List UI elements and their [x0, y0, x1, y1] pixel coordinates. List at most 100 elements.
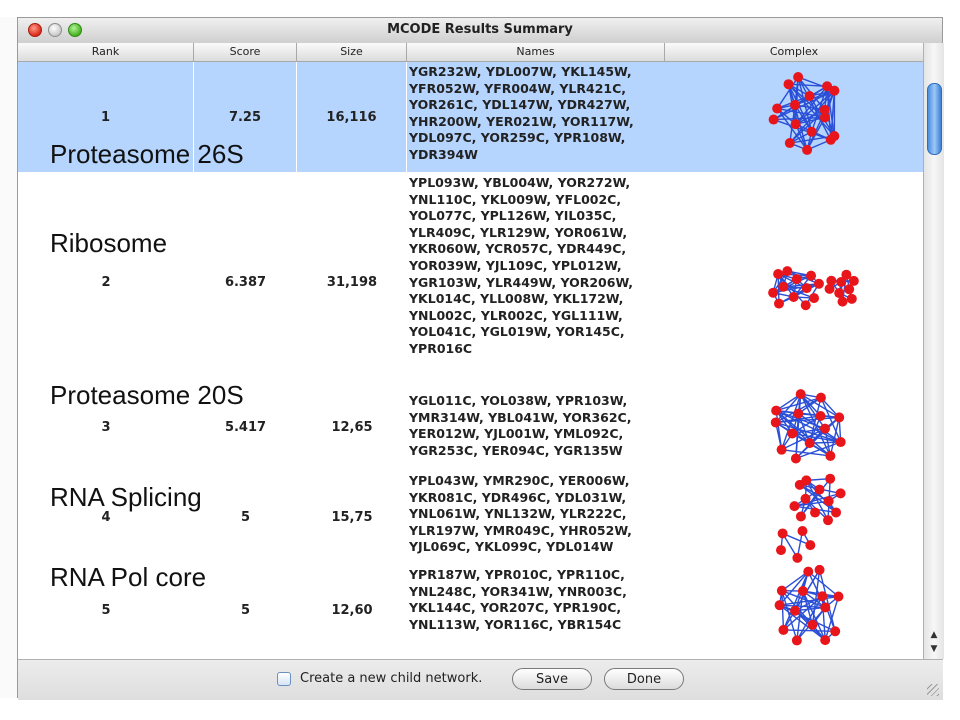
graph-edge — [779, 595, 839, 606]
table-row[interactable]: 4 5 15,75 YPL043W, YMR290C, YER006W, YKR… — [18, 471, 923, 563]
graph-node — [822, 81, 833, 92]
graph-node — [820, 635, 831, 646]
graph-edge — [782, 571, 809, 631]
title-bar[interactable]: MCODE Results Summary — [18, 18, 942, 44]
graph-node — [841, 269, 852, 280]
graph-node — [813, 278, 824, 289]
graph-edge — [772, 283, 820, 294]
graph-edge — [820, 397, 842, 443]
size-cell: 12,65 — [331, 419, 373, 435]
save-button[interactable]: Save — [512, 668, 592, 690]
graph-edge — [795, 109, 826, 125]
column-header-score[interactable]: Score — [194, 43, 297, 61]
graph-node — [793, 72, 804, 83]
graph-edge — [800, 393, 840, 419]
graph-node — [768, 114, 779, 125]
table-row[interactable]: 3 5.417 12,65 YGL011C, YOL038W, YPR103W,… — [18, 389, 923, 464]
graph-node — [830, 626, 841, 637]
graph-node — [820, 423, 831, 434]
graph-node — [806, 270, 817, 281]
vertical-scrollbar[interactable]: ▲ ▼ — [923, 43, 944, 659]
graph-node — [835, 437, 846, 448]
rank-cell: 4 — [101, 509, 111, 525]
graph-node — [834, 412, 845, 423]
graph-node — [836, 276, 847, 287]
graph-node — [823, 515, 834, 526]
child-network-checkbox[interactable] — [277, 672, 291, 686]
graph-edge — [779, 604, 826, 641]
graph-node — [773, 298, 784, 309]
graph-edge — [795, 416, 840, 459]
done-button[interactable]: Done — [604, 668, 684, 690]
graph-node — [789, 501, 800, 512]
results-window: MCODE Results Summary Rank Score Size Na… — [17, 17, 944, 700]
graph-node — [814, 484, 825, 495]
table-header: Rank Score Size Names Complex — [18, 43, 923, 62]
rank-cell: 3 — [101, 419, 111, 435]
graph-edge — [800, 393, 832, 457]
window-title: MCODE Results Summary — [387, 22, 573, 37]
complex-cell — [665, 62, 923, 172]
resize-grip-icon[interactable] — [927, 684, 939, 696]
graph-node — [814, 565, 825, 575]
score-cell: 5 — [240, 602, 251, 618]
graph-node — [777, 528, 788, 539]
column-header-size[interactable]: Size — [297, 43, 407, 61]
checkbox-label[interactable]: Create a new child network. — [300, 671, 483, 686]
column-header-rank[interactable]: Rank — [18, 43, 194, 61]
graph-edge — [776, 76, 799, 109]
graph-node — [778, 624, 789, 635]
graph-node — [829, 85, 840, 96]
graph-node — [815, 392, 826, 403]
zoom-icon[interactable] — [68, 23, 82, 37]
graph-node — [795, 389, 806, 400]
names-cell: YPR187W, YPR010C, YPR110C, YNL248C, YOR3… — [409, 567, 627, 632]
annotation-rna-splicing: RNA Splicing — [50, 482, 202, 512]
graph-node — [823, 496, 834, 507]
column-header-names[interactable]: Names — [407, 43, 665, 61]
graph-node — [782, 266, 793, 277]
graph-edge — [818, 569, 836, 632]
graph-node — [817, 591, 828, 602]
graph-node — [844, 284, 855, 295]
graph-node — [824, 283, 835, 294]
column-header-complex[interactable]: Complex — [769, 45, 819, 58]
complex-cell — [665, 389, 923, 464]
annotation-rna-pol-core: RNA Pol core — [50, 562, 207, 592]
graph-node — [795, 511, 806, 522]
graph-node — [800, 300, 811, 311]
graph-node — [790, 453, 801, 464]
names-cell: YPL043W, YMR290C, YER006W, YKR081C, YDR4… — [409, 473, 632, 555]
graph-node — [791, 274, 802, 285]
network-graph-icon — [768, 266, 859, 311]
graph-edge — [787, 83, 813, 133]
graph-edge — [824, 596, 840, 641]
graph-node — [848, 275, 859, 286]
table-row[interactable]: 5 5 12,60 YPR187W, YPR010C, YPR110C, YNL… — [18, 565, 923, 655]
graph-edge — [781, 590, 785, 630]
graph-edge — [782, 532, 811, 546]
graph-edge — [779, 571, 809, 606]
graph-node — [825, 473, 836, 484]
graph-edge — [794, 104, 825, 111]
graph-node — [831, 507, 842, 518]
minimize-icon[interactable] — [48, 23, 62, 37]
close-icon[interactable] — [28, 23, 42, 37]
graph-node — [833, 591, 844, 602]
graph-edge — [807, 571, 839, 598]
scroll-down-icon[interactable]: ▼ — [930, 644, 938, 654]
table-row[interactable]: 1 7.25 16,116 YGR232W, YDL007W, YKL145W,… — [18, 62, 923, 172]
graph-node — [825, 450, 836, 461]
annotation-proteasome-20s: Proteasome 20S — [50, 380, 244, 410]
graph-node — [819, 112, 830, 123]
graph-node — [802, 144, 813, 155]
rank-cell: 2 — [101, 274, 111, 290]
graph-node — [771, 405, 782, 416]
names-cell: YGL011C, YOL038W, YPR103W, YMR314W, YBL0… — [409, 393, 632, 458]
scrollbar-thumb[interactable] — [927, 83, 942, 155]
graph-node — [825, 134, 836, 145]
table-row[interactable]: 2 6.387 31,198 YPL093W, YBL004W, YOR272W… — [18, 173, 923, 391]
scroll-up-icon[interactable]: ▲ — [930, 630, 938, 640]
graph-node — [792, 552, 803, 563]
graph-node — [835, 488, 846, 499]
